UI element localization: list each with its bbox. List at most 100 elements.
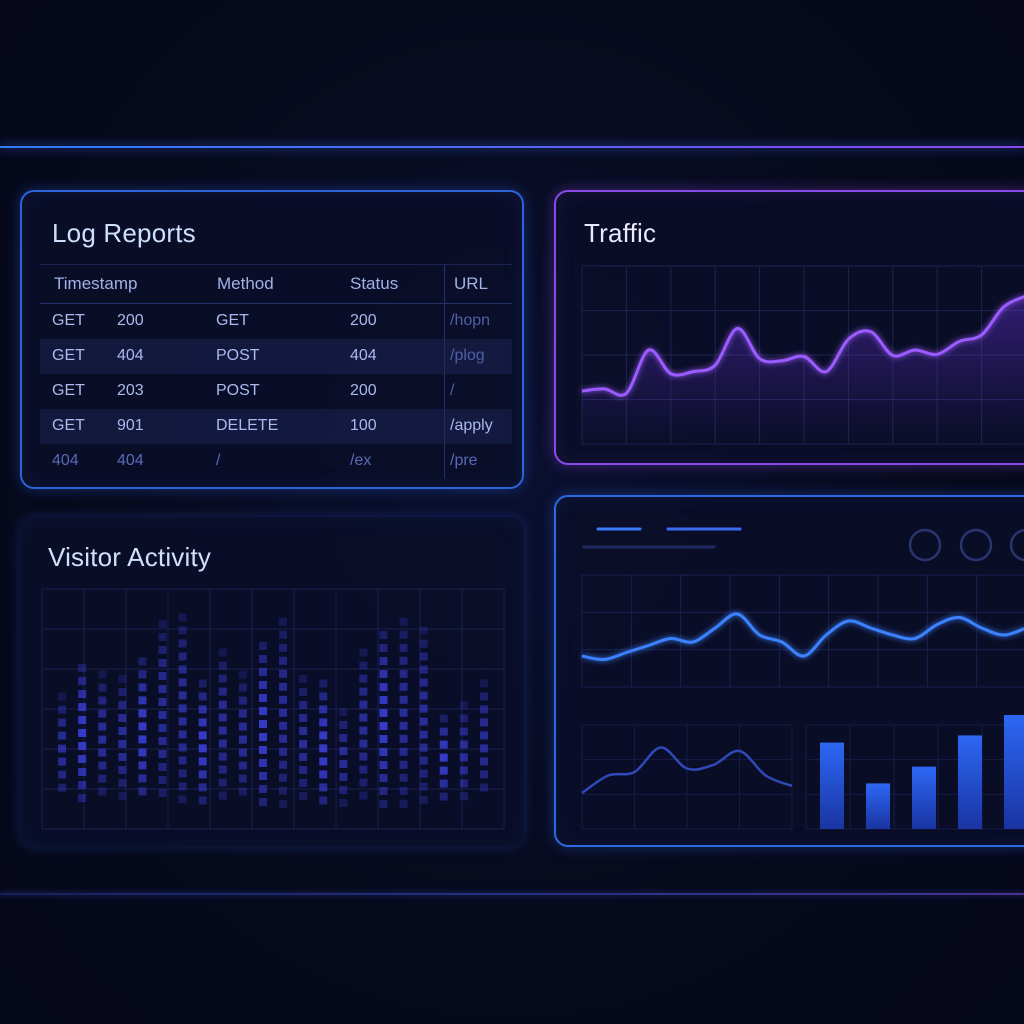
- activity-dot: [178, 626, 187, 635]
- activity-dot: [178, 756, 187, 765]
- activity-dot: [118, 701, 127, 709]
- log-reports-panel: Log Reports Timestamp Method Status URL …: [20, 190, 524, 489]
- activity-dot: [258, 733, 267, 741]
- activity-dot: [339, 734, 348, 742]
- table-row[interactable]: GET 203 POST 200 /: [40, 374, 512, 409]
- cell: DELETE: [216, 417, 279, 434]
- activity-dot: [299, 727, 308, 735]
- activity-dot: [379, 722, 388, 730]
- activity-dot: [258, 655, 267, 663]
- activity-dot: [218, 791, 227, 800]
- cell: /apply: [450, 417, 493, 434]
- activity-dot: [319, 783, 328, 792]
- column-header-url[interactable]: URL: [454, 274, 489, 293]
- activity-dot: [279, 747, 288, 756]
- top-divider: [0, 146, 1024, 148]
- activity-dot: [218, 726, 227, 735]
- activity-dot: [359, 648, 368, 657]
- activity-dot: [258, 772, 267, 780]
- activity-dot: [198, 692, 207, 701]
- activity-dot: [58, 718, 67, 727]
- activity-dot: [299, 779, 308, 787]
- bar: [1004, 715, 1024, 829]
- activity-dot: [238, 787, 247, 796]
- activity-dot: [78, 781, 87, 789]
- activity-dot: [279, 682, 288, 691]
- activity-dot: [419, 730, 428, 739]
- activity-dot: [359, 674, 368, 683]
- cell: GET: [52, 417, 85, 434]
- activity-dot: [238, 696, 247, 705]
- table-row[interactable]: 404 404 / /ex /pre: [40, 444, 512, 479]
- cell: POST: [216, 382, 260, 399]
- activity-dot: [118, 779, 127, 787]
- cell: GET: [52, 312, 85, 329]
- traffic-area: [582, 296, 1024, 444]
- activity-dot: [479, 718, 488, 727]
- cell: GET: [216, 312, 249, 329]
- cell: 203: [117, 382, 144, 399]
- activity-dot: [138, 787, 147, 796]
- activity-dot: [178, 743, 187, 752]
- activity-dot: [439, 766, 448, 775]
- activity-dot: [98, 696, 107, 705]
- activity-dot: [158, 685, 167, 693]
- activity-dot: [419, 665, 428, 674]
- cell: 100: [350, 417, 377, 434]
- activity-dot: [178, 613, 187, 622]
- control-circle: [959, 528, 993, 562]
- activity-dot: [439, 740, 448, 749]
- cell: /: [450, 382, 455, 399]
- activity-dot: [299, 701, 308, 709]
- activity-dot: [279, 656, 288, 665]
- activity-dot: [419, 782, 428, 791]
- activity-dot: [319, 770, 328, 779]
- activity-dot: [238, 709, 247, 718]
- activity-dot: [118, 675, 127, 683]
- activity-dot: [279, 643, 288, 652]
- activity-dot: [178, 782, 187, 791]
- column-header-timestamp[interactable]: Timestamp: [54, 274, 138, 293]
- activity-dot: [198, 783, 207, 792]
- activity-dot: [218, 687, 227, 696]
- activity-dot: [339, 760, 348, 768]
- activity-dot: [459, 779, 468, 788]
- activity-dot: [359, 726, 368, 735]
- activity-dot: [78, 716, 87, 724]
- activity-dot: [58, 731, 67, 740]
- bar: [820, 742, 844, 829]
- activity-dot: [218, 765, 227, 774]
- activity-dot: [479, 757, 488, 766]
- activity-dot: [258, 668, 267, 676]
- activity-dot: [218, 700, 227, 709]
- activity-dot: [158, 724, 167, 732]
- activity-dot: [459, 740, 468, 749]
- activity-dot: [158, 737, 167, 745]
- activity-dot: [419, 652, 428, 661]
- activity-dot: [218, 674, 227, 683]
- column-header-status[interactable]: Status: [350, 274, 399, 293]
- activity-dot: [299, 714, 308, 722]
- activity-dot: [379, 774, 388, 782]
- activity-dot: [58, 744, 67, 753]
- control-circle: [908, 528, 942, 562]
- activity-dot: [158, 750, 167, 758]
- activity-dot: [359, 661, 368, 670]
- activity-dot: [58, 705, 67, 714]
- activity-dot: [479, 705, 488, 714]
- cell: GET: [52, 382, 85, 399]
- column-header-method[interactable]: Method: [217, 274, 274, 293]
- activity-dot: [98, 787, 107, 796]
- activity-dot: [379, 735, 388, 743]
- activity-dot: [399, 799, 408, 808]
- activity-dot: [319, 744, 328, 753]
- cell: /: [216, 452, 221, 469]
- table-row[interactable]: GET 200 GET 200 /hopn: [40, 304, 512, 339]
- activity-dot: [78, 703, 87, 711]
- table-row[interactable]: GET 404 POST 404 /plog: [40, 339, 512, 374]
- activity-dot: [118, 753, 127, 761]
- table-row[interactable]: GET 901 DELETE 100 /apply: [40, 409, 512, 444]
- activity-dot: [98, 748, 107, 757]
- panel-title: Visitor Activity: [48, 542, 212, 572]
- activity-dot: [479, 692, 488, 701]
